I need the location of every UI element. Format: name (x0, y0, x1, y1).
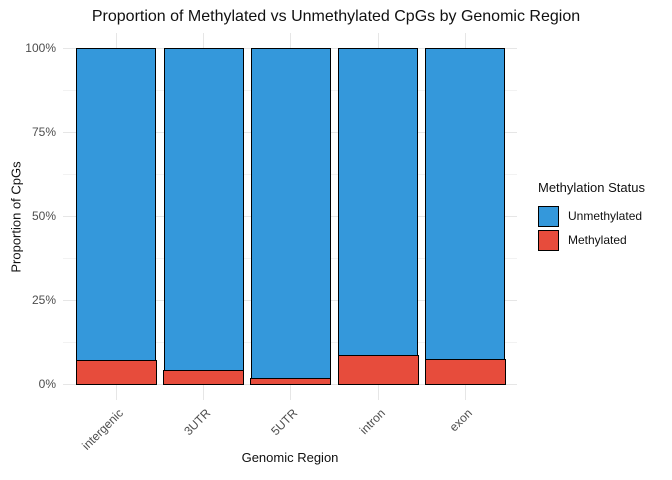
y-tick-label: 25% (31, 293, 56, 307)
stacked-bar (337, 48, 419, 385)
x-axis-title: Genomic Region (241, 450, 339, 465)
stacked-bar (163, 48, 245, 385)
methylated-segment (424, 358, 506, 385)
stacked-bar (424, 48, 506, 385)
methylated-segment (250, 377, 332, 385)
y-tick-label: 75% (31, 125, 56, 139)
methylated-swatch-icon (538, 229, 559, 251)
y-tick-label: 100% (25, 41, 56, 55)
y-tick-label: 0% (38, 377, 56, 391)
legend-title: Methylation Status (538, 180, 645, 195)
unmethylated-swatch-icon (538, 205, 559, 227)
methylated-segment (337, 355, 419, 385)
stacked-bar (75, 48, 157, 385)
x-tick-label: exon (446, 406, 476, 435)
chart-title: Proportion of Methylated vs Unmethylated… (91, 8, 581, 25)
legend-entry-methylated: Methylated (538, 229, 645, 251)
legend: Methylation Status Unmethylated Methylat… (538, 180, 645, 253)
methylated-segment (163, 370, 245, 385)
y-axis-title: Proportion of CpGs (8, 161, 24, 273)
legend-entry-unmethylated: Unmethylated (538, 205, 645, 227)
methylated-segment (75, 360, 157, 385)
stacked-bar (250, 48, 332, 385)
legend-label-methylated: Methylated (568, 233, 627, 247)
legend-label-unmethylated: Unmethylated (568, 209, 643, 223)
y-tick-label: 50% (31, 209, 56, 223)
plot-panel (63, 33, 517, 400)
major-gridline (63, 384, 517, 385)
